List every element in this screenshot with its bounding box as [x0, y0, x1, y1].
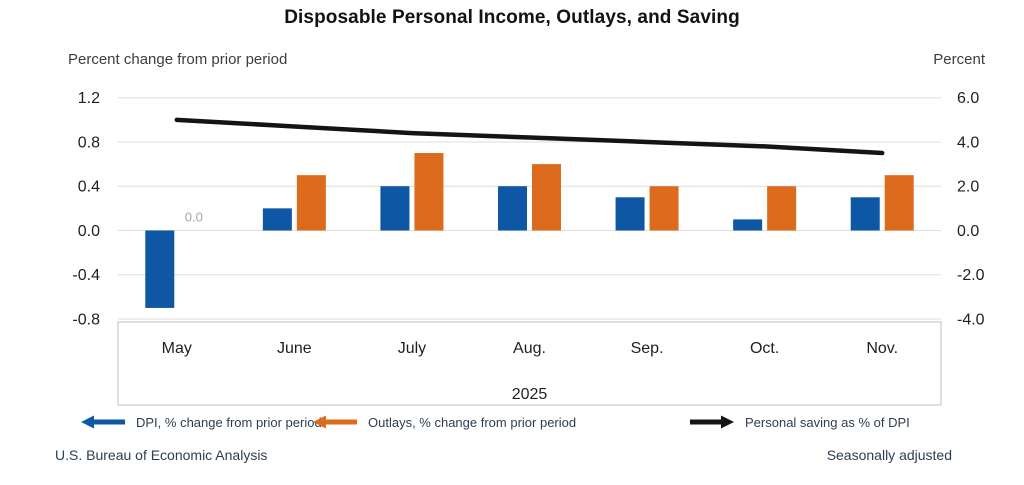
x-axis-year-label: 2025 [512, 386, 548, 403]
source-note: U.S. Bureau of Economic Analysis [55, 447, 268, 463]
outlays-bar [414, 153, 444, 231]
dpi-bar [145, 230, 175, 308]
x-axis-month-label: Sep. [631, 340, 664, 357]
left-axis-tick-label: -0.4 [72, 267, 100, 284]
legend-item-dpi: DPI, % change from prior period [81, 410, 322, 434]
left-axis-unit-label: Percent change from prior period [68, 51, 288, 68]
legend-label-dpi: DPI, % change from prior period [136, 414, 322, 430]
right-axis-tick-label: 2.0 [957, 179, 979, 196]
legend-label-saving: Personal saving as % of DPI [745, 414, 910, 430]
x-axis-month-label: Oct. [750, 340, 779, 357]
x-axis-month-label: July [398, 340, 426, 357]
outlays-bar [884, 175, 914, 231]
legend-label-outlays: Outlays, % change from prior period [368, 414, 577, 430]
left-axis-tick-label: 0.8 [78, 134, 100, 151]
saving-arrow-right-icon [690, 415, 734, 429]
dpi-bar [498, 186, 527, 231]
dpi-bar [850, 197, 880, 231]
dpi-bar [380, 186, 410, 231]
outlays-bar [767, 186, 797, 231]
dpi-bar [262, 208, 292, 231]
x-axis-month-label: June [277, 340, 312, 357]
dpi-bar [733, 219, 763, 231]
left-axis-tick-label: 0.0 [78, 223, 100, 240]
chart-title: Disposable Personal Income, Outlays, and… [284, 7, 740, 28]
right-axis-unit-label: Percent [933, 51, 985, 68]
zero-value-data-label: 0.0 [185, 209, 203, 224]
x-axis-month-label: Nov. [866, 340, 898, 357]
left-axis-tick-label: -0.8 [72, 312, 100, 329]
outlays-bar [532, 164, 561, 231]
right-axis-tick-label: 6.0 [957, 90, 979, 107]
left-axis-tick-label: 0.4 [78, 179, 100, 196]
outlays-bar [296, 175, 326, 231]
right-axis-tick-label: -2.0 [957, 267, 985, 284]
legend-item-saving: Personal saving as % of DPI [690, 410, 910, 434]
x-axis-month-label: Aug. [513, 340, 546, 357]
dpi-bar [615, 197, 645, 231]
legend-item-outlays: Outlays, % change from prior period [313, 410, 576, 434]
left-axis-tick-label: 1.2 [78, 90, 100, 107]
x-axis-month-label: May [162, 340, 192, 357]
personal-saving-line [174, 117, 885, 156]
outlays-bar [649, 186, 679, 231]
month-label-box [117, 321, 942, 406]
seasonal-adjustment-note: Seasonally adjusted [826, 447, 952, 463]
right-axis-tick-label: 4.0 [957, 134, 979, 151]
dpi-arrow-left-icon [81, 415, 125, 429]
right-axis-tick-label: -4.0 [957, 312, 985, 329]
right-axis-tick-label: 0.0 [957, 223, 979, 240]
outlays-arrow-left-icon [313, 415, 357, 429]
